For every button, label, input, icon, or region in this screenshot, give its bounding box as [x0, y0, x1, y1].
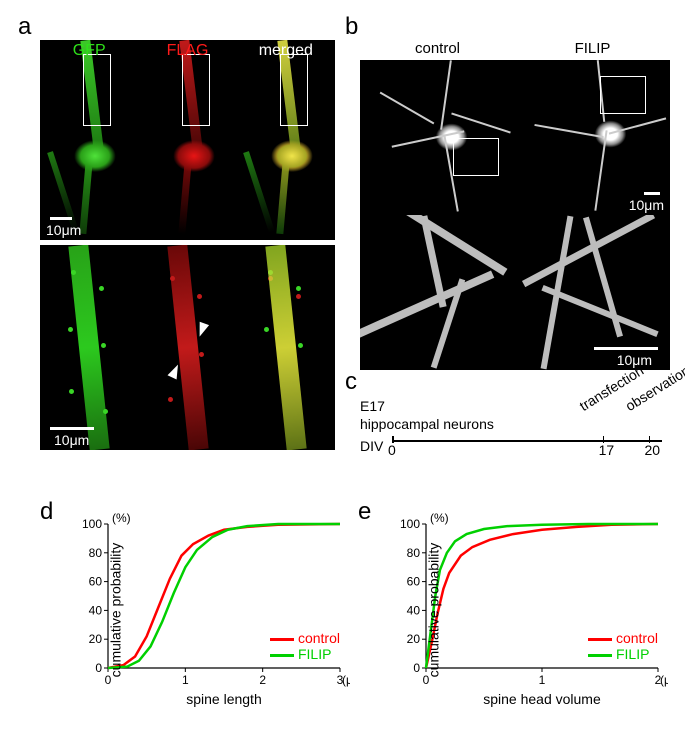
chart-svg: (%)020406080100012spine head volume(μm³) [378, 510, 668, 710]
panel-a: GFP 10μm FLAG merged [40, 40, 335, 450]
svg-text:100: 100 [400, 517, 420, 531]
legend-label: FILIP [298, 646, 331, 662]
a-header-merged: merged [237, 42, 335, 60]
legend-label: FILIP [616, 646, 649, 662]
scale-bar-icon [594, 347, 658, 350]
panel-b-headers: control FILIP [360, 40, 670, 60]
b-control-zoom [360, 215, 515, 370]
figure: a b c d e GFP 10μm FLAG merged [10, 10, 675, 729]
a-header-gfp: GFP [40, 42, 138, 60]
roi-box-icon [182, 54, 210, 126]
a-gfp-zoom: 10μm [40, 245, 138, 450]
svg-text:spine length: spine length [186, 691, 262, 707]
panel-d-chart: cumulative probability (%)02040608010001… [60, 510, 350, 710]
b-filip-zoom: 10μm [515, 215, 670, 370]
svg-text:(μm³): (μm³) [660, 673, 668, 687]
c-tick-label: 0 [388, 442, 396, 458]
legend-swatch-icon [588, 638, 612, 641]
panel-b-top-row: 10μm [360, 60, 670, 215]
c-tick-label: 17 [599, 442, 615, 458]
arrow-icon [195, 322, 209, 339]
svg-text:(%): (%) [112, 511, 131, 525]
roi-box-icon [600, 76, 646, 114]
scale-bar-icon [50, 427, 94, 430]
svg-text:100: 100 [82, 517, 102, 531]
svg-text:0: 0 [95, 661, 102, 675]
b-header-control: control [360, 40, 515, 60]
c-tick-label: 20 [645, 442, 661, 458]
panel-label-e: e [358, 498, 371, 526]
svg-text:(μm): (μm) [342, 673, 350, 687]
svg-text:(%): (%) [430, 511, 449, 525]
panel-a-bottom-row: 10μm [40, 242, 335, 450]
a-merged-image: merged [237, 40, 335, 240]
legend-swatch-icon [588, 654, 612, 657]
legend-item: FILIP [588, 646, 658, 662]
legend-item: FILIP [270, 646, 340, 662]
svg-text:60: 60 [407, 575, 421, 589]
a-flag-zoom [138, 245, 236, 450]
b-header-filip: FILIP [515, 40, 670, 60]
svg-text:40: 40 [407, 603, 421, 617]
legend-label: control [298, 630, 340, 646]
svg-text:spine head volume: spine head volume [483, 691, 601, 707]
roi-box-icon [83, 54, 111, 126]
panel-label-a: a [18, 13, 31, 41]
c-cells: hippocampal neurons [360, 416, 494, 432]
svg-text:60: 60 [89, 575, 103, 589]
a-header-flag: FLAG [138, 42, 236, 60]
legend: controlFILIP [588, 630, 658, 662]
arrow-icon [167, 362, 182, 379]
scale-bar-icon [50, 217, 72, 220]
c-source: E17 [360, 398, 385, 414]
svg-text:2: 2 [259, 673, 266, 687]
roi-box-icon [453, 138, 499, 176]
scale-bar-icon [644, 192, 660, 195]
e-y-title: cumulative probability [425, 543, 441, 678]
b-control-image [360, 60, 515, 215]
legend-swatch-icon [270, 638, 294, 641]
scale-label-b-top: 10μm [629, 197, 664, 213]
legend: controlFILIP [270, 630, 340, 662]
svg-text:0: 0 [413, 661, 420, 675]
scale-label-b-bot: 10μm [617, 352, 652, 368]
svg-text:1: 1 [182, 673, 189, 687]
panel-c-timeline: E17 hippocampal neurons DIV 017transfect… [360, 380, 670, 460]
panel-b-bottom-row: 10μm [360, 215, 670, 370]
b-filip-image: 10μm [515, 60, 670, 215]
chart-svg: (%)0204060801000123spine length(μm) [60, 510, 350, 710]
panel-a-top-row: GFP 10μm FLAG merged [40, 40, 335, 242]
d-y-title: cumulative probability [107, 543, 123, 678]
legend-swatch-icon [270, 654, 294, 657]
svg-text:40: 40 [89, 603, 103, 617]
legend-item: control [588, 630, 658, 646]
c-line [392, 440, 662, 442]
panel-e-chart: cumulative probability (%)02040608010001… [378, 510, 668, 710]
c-div-label: DIV [360, 438, 383, 454]
scale-label-a-bot: 10μm [54, 432, 89, 448]
panel-label-b: b [345, 13, 358, 41]
panel-label-c: c [345, 368, 357, 396]
a-merged-zoom [237, 245, 335, 450]
legend-label: control [616, 630, 658, 646]
panel-b: control FILIP 10μm [360, 40, 670, 370]
svg-text:20: 20 [407, 632, 421, 646]
svg-text:80: 80 [89, 546, 103, 560]
a-flag-image: FLAG [138, 40, 236, 240]
scale-label-a-top: 10μm [46, 222, 81, 238]
roi-box-icon [280, 54, 308, 126]
panel-label-d: d [40, 498, 53, 526]
svg-text:80: 80 [407, 546, 421, 560]
legend-item: control [270, 630, 340, 646]
svg-text:20: 20 [89, 632, 103, 646]
a-gfp-image: GFP 10μm [40, 40, 138, 240]
svg-text:1: 1 [539, 673, 546, 687]
